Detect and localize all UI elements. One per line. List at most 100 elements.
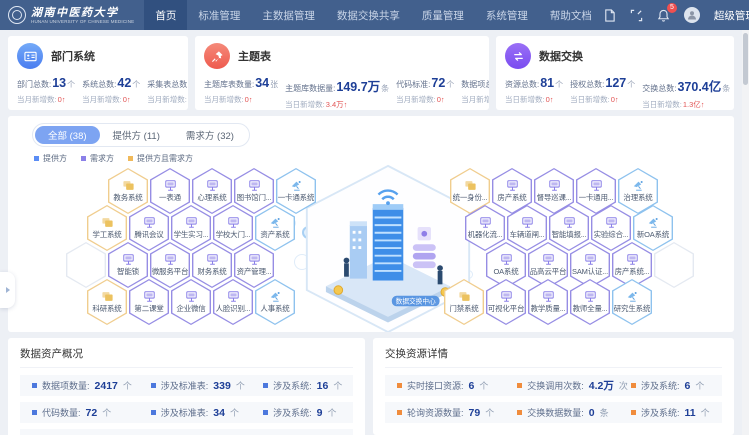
metric: 资源总数:81个 当日新增数:0↑ (505, 76, 563, 110)
system-hex[interactable]: 人脸识别... (213, 279, 253, 325)
tab-1[interactable]: 全部 (38) (35, 126, 100, 144)
metric-total: 主题库表数量:34张 (204, 76, 278, 90)
stat-label: 涉及系统: (641, 381, 680, 391)
map-filter-tabs: 全部 (38) 提供方 (11) 需求方 (32) (32, 123, 250, 147)
stat-item: 交换资源数:81个 (32, 433, 151, 435)
metric-label: 授权总数: (570, 80, 605, 89)
scrollbar-thumb[interactable] (743, 33, 748, 85)
metric-label: 代码标准: (396, 80, 431, 89)
system-label: 治理系统 (623, 192, 653, 202)
stat-label: 实时接口资源: (407, 381, 464, 391)
fullscreen-icon[interactable] (630, 9, 643, 22)
metric-increment: 当月新增数:0↑ (396, 94, 454, 105)
system-hex[interactable]: 学工系统 (87, 205, 127, 251)
data-exchange-center-illustration: 数据交换中心 (305, 164, 471, 332)
system-hex[interactable]: 新OA系统 (633, 205, 673, 251)
monitor-icon (143, 216, 156, 228)
legend-item-2: 需求方 (81, 153, 114, 164)
bullet-icon (150, 383, 156, 388)
system-hex[interactable]: 微服务平台 (150, 242, 190, 288)
stat-card-title: 主题表 (238, 51, 271, 63)
menu-item-5[interactable]: 质量管理 (421, 9, 464, 22)
stat-label: 代码数量: (42, 408, 81, 418)
metric: 采集表总数:473张当月新增数:6↑ (147, 76, 188, 105)
bullet-icon (397, 383, 402, 388)
monitor-icon (563, 216, 576, 228)
system-label: 智能锁 (117, 266, 139, 276)
metric-value: 72 (431, 76, 446, 90)
stat-value: 11 (317, 434, 328, 435)
monitor-icon (584, 253, 597, 265)
system-hex[interactable]: 资产系统 (255, 205, 295, 251)
system-hex[interactable]: 资产管理... (234, 242, 274, 288)
bullet-icon (32, 410, 37, 415)
monitor-icon (584, 290, 597, 302)
stat-unit: 个 (479, 381, 489, 391)
menu-item-1[interactable]: 首页 (144, 0, 188, 30)
menu-item-3[interactable]: 主数据管理 (262, 9, 315, 22)
system-hex[interactable]: 教师全量... (570, 279, 610, 325)
system-hex[interactable]: 智能填报... (549, 205, 589, 251)
system-hex[interactable]: 研究生系统 (612, 279, 652, 325)
system-hex[interactable]: 教学质量... (528, 279, 568, 325)
system-hex[interactable]: 企业微信 (171, 279, 211, 325)
stat-item: 涉及系统: 9 个 (263, 406, 353, 419)
panel-title: 交换资源详情 (385, 346, 722, 368)
system-label: 房产系统 (497, 192, 527, 202)
document-icon[interactable] (603, 8, 616, 22)
bullet-icon (517, 410, 523, 415)
system-label: 企业微信 (176, 303, 206, 313)
system-hex[interactable]: 智能锁 (108, 242, 148, 288)
menu-item-2[interactable]: 标准管理 (198, 9, 241, 22)
system-hex[interactable]: 图书馆门... (234, 168, 274, 214)
system-hex[interactable]: 科研系统 (87, 279, 127, 325)
side-widget-toggle[interactable] (0, 272, 15, 308)
monitor-icon (500, 290, 513, 302)
increment-label: 当月新增数: (147, 95, 187, 104)
system-hex[interactable]: 实验综合... (591, 205, 631, 251)
monitor-icon (227, 290, 240, 302)
notification-bell-icon[interactable]: 5 (657, 2, 677, 22)
system-hex[interactable]: 人事系统 (255, 279, 295, 325)
expand-arrow-icon (5, 287, 10, 293)
menu-item-7[interactable]: 帮助文档 (549, 9, 592, 22)
user-avatar[interactable] (683, 7, 700, 23)
university-logo[interactable]: 湖南中医药大学 HUNAN UNIVERSITY OF CHINESE MEDI… (0, 0, 144, 30)
stat-item: 涉及标准表: 34 个 (150, 406, 263, 419)
system-hex[interactable]: 可视化平台 (486, 279, 526, 325)
up-arrow-icon: ↑ (549, 95, 554, 104)
exchange-icon (505, 43, 531, 69)
system-label: 一表通 (159, 192, 181, 202)
system-hex[interactable]: 一表通 (150, 168, 190, 214)
menu-item-6[interactable]: 系统管理 (485, 9, 528, 22)
system-hex[interactable]: 学生实习... (171, 205, 211, 251)
system-hex[interactable]: 心理系统 (192, 168, 232, 214)
system-label: 学生实习... (173, 229, 209, 239)
system-label: 教师全量... (572, 303, 608, 313)
system-hex[interactable]: 督导巡课... (534, 168, 574, 214)
metric-value: 34 (255, 76, 270, 90)
menu-item-4[interactable]: 数据交换共享 (336, 9, 400, 22)
stat-item: 涉及标准表:4个 (151, 433, 263, 435)
metric-unit: 个 (555, 80, 564, 89)
system-hex[interactable]: 车辆道闸... (507, 205, 547, 251)
system-hex[interactable]: 学校大门... (213, 205, 253, 251)
increment-label: 当日新增数: (642, 100, 682, 109)
tab-3[interactable]: 需求方 (32) (185, 131, 234, 142)
username[interactable]: 超级管理员 (713, 9, 749, 22)
monitor-icon (548, 179, 561, 191)
system-hex[interactable]: 财务系统 (192, 242, 232, 288)
folder-icon (464, 180, 477, 191)
system-hex[interactable]: 第二课堂 (129, 279, 169, 325)
metric-label: 数据项总数: (461, 80, 489, 89)
system-hex[interactable]: 腾讯会议 (129, 205, 169, 251)
up-arrow-icon: ↑ (343, 100, 348, 109)
monitor-icon (227, 216, 240, 228)
satellite-icon (632, 180, 645, 191)
tab-2[interactable]: 提供方 (11) (112, 131, 160, 142)
up-arrow-icon: ↑ (248, 95, 253, 104)
stat-label: 交换数据数量: (527, 408, 584, 418)
system-label: 新OA系统 (636, 229, 670, 239)
stat-value: 339 (213, 379, 231, 392)
system-hex[interactable]: 教务系统 (108, 168, 148, 214)
